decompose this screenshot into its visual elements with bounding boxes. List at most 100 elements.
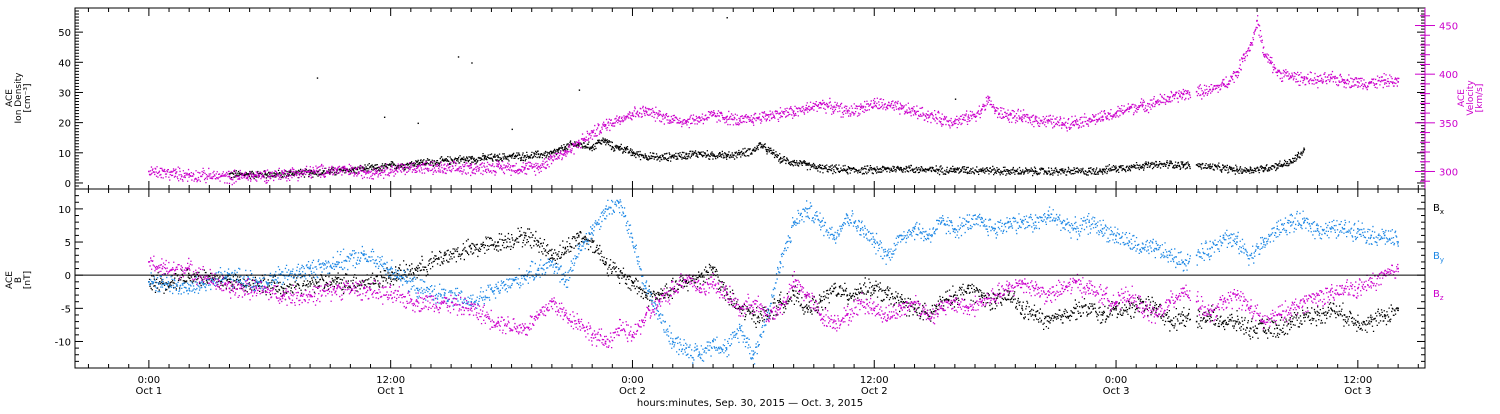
top-series-magenta-point-10 xyxy=(416,165,419,168)
bottom-series-Bx-point-34 xyxy=(792,294,795,296)
top-series-magenta-point-52 xyxy=(1021,116,1023,118)
bottom-series-By-point-59 xyxy=(1128,241,1131,243)
bottom-series-Bx-point-14 xyxy=(524,234,526,237)
top-series-magenta-point-81 xyxy=(1370,81,1373,83)
bottom-series-Bx-point-52 xyxy=(1034,314,1037,316)
bottom-series-Bz-point-64 xyxy=(1195,300,1198,303)
top-series-magenta-point-47 xyxy=(967,116,970,118)
bottom-series-By-point-9 xyxy=(389,267,392,270)
top-series-magenta-point-70 xyxy=(1249,44,1252,46)
bottom-series-Bx-point-41 xyxy=(886,294,889,296)
bottom-series-By-point-2 xyxy=(188,287,190,290)
bottom-series-By-point-40 xyxy=(873,241,876,243)
x-tick-time-3: 12:00 xyxy=(860,375,889,386)
bottom-series-Bz-point-4 xyxy=(255,287,258,290)
legend-Bx-base: B xyxy=(1433,203,1440,214)
top-right-ylabel-line-2: [km/s] xyxy=(1475,84,1485,113)
bottom-series-Bx-point-73 xyxy=(1316,314,1319,316)
bottom-series-Bx-point-5 xyxy=(282,287,285,290)
top-series-magenta-point-65 xyxy=(1195,90,1198,93)
bottom-series-By-point-72 xyxy=(1303,221,1305,223)
bottom-series-By-point-8 xyxy=(363,254,365,257)
top-series-magenta-point-45 xyxy=(940,118,943,120)
bottom-series-Bz-point-61 xyxy=(1155,314,1158,316)
top-panel-right-axis: 300 350 400 450 xyxy=(1415,8,1458,189)
x-tick-day-1: Oct 1 xyxy=(377,386,404,397)
top-series-magenta-point-32 xyxy=(765,114,768,116)
top-series-magenta-point-15 xyxy=(537,165,540,168)
top-series-black-point-5 xyxy=(309,171,311,174)
bottom-series-By-point-21 xyxy=(618,201,620,204)
bottom-series-Bz-point-18 xyxy=(577,320,580,323)
top-series-black-point-36 xyxy=(645,155,647,157)
top-series-black-point-74 xyxy=(1249,168,1252,171)
bottom-series-By-point-26 xyxy=(685,347,687,349)
top-series-magenta-point-77 xyxy=(1316,79,1319,81)
top-series-magenta-point-31 xyxy=(752,117,755,119)
top-series-magenta-point-66 xyxy=(1209,88,1211,91)
bottom-series-Bx-point-70 xyxy=(1276,327,1279,330)
legend-By: By xyxy=(1433,251,1444,264)
bottom-series-By-point-0 xyxy=(148,281,150,283)
bottom-series-Bz-point-13 xyxy=(497,320,499,323)
top-series-magenta-point-71 xyxy=(1256,19,1258,22)
bottom-series-By-point-4 xyxy=(255,281,258,283)
bottom-series-By-point-13 xyxy=(497,287,499,290)
bottom-series-By-point-31 xyxy=(752,353,755,356)
density-outlier xyxy=(417,122,419,125)
top-series-black-point-43 xyxy=(725,155,728,157)
bottom-series-Bx-point-17 xyxy=(564,247,567,250)
bottom-series-By-point-61 xyxy=(1155,247,1158,250)
top-series-black-point-70 xyxy=(1195,164,1198,166)
top-series-magenta-point-68 xyxy=(1236,71,1238,74)
top-series-magenta-point-44 xyxy=(927,114,929,116)
bottom-series-By-point-77 xyxy=(1370,234,1373,237)
bottom-series-Bz-point-0 xyxy=(148,261,150,263)
bottom-series-Bx-point-63 xyxy=(1182,314,1185,316)
bottom-series-By-point-70 xyxy=(1276,227,1279,230)
bottom-series-By-point-79 xyxy=(1397,241,1399,243)
top-series-magenta-point-72 xyxy=(1263,53,1265,56)
density-outlier xyxy=(511,128,513,131)
top-series-black-point-14 xyxy=(416,161,419,163)
bottom-series-By-point-15 xyxy=(537,267,540,270)
top-series-magenta-point-38 xyxy=(846,110,849,112)
top-series-magenta-point-75 xyxy=(1289,75,1292,77)
bottom-series-By-point-24 xyxy=(658,314,661,316)
bottom-series-By-point-25 xyxy=(671,340,674,343)
top-series-magenta-point-61 xyxy=(1142,104,1144,107)
bottom-series-Bx-point-20 xyxy=(604,261,607,263)
bottom-series-Bx-point-76 xyxy=(1357,320,1359,323)
top-left-ylabel-line-0: ACE xyxy=(5,89,15,107)
bottom-series-Bx-point-23 xyxy=(645,294,647,296)
bottom-series-Bx-point-72 xyxy=(1303,314,1305,316)
top-panel-x-ticks xyxy=(87,8,1419,189)
bottom-series-By-point-12 xyxy=(470,300,473,303)
top-series-magenta-point-36 xyxy=(819,102,822,105)
bottom-left-ylabel-line-2: [nT] xyxy=(23,271,33,289)
top-panel-y-tick-label: 0 xyxy=(65,179,71,190)
top-series-black-point-51 xyxy=(806,164,808,166)
bottom-left-ylabel-line-1: B xyxy=(14,277,24,283)
top-series-magenta-point-37 xyxy=(833,106,835,109)
bottom-left-ylabel-line-0: ACE xyxy=(5,271,15,289)
top-series-magenta-point-27 xyxy=(698,117,701,119)
bottom-series-Bz-point-66 xyxy=(1222,300,1225,303)
bottom-series-Bx-point-48 xyxy=(980,294,983,296)
bottom-series-Bx-point-19 xyxy=(591,241,593,243)
bottom-panel-frame xyxy=(74,188,1426,369)
bottom-series-By-point-60 xyxy=(1142,247,1144,250)
bottom-series-Bx-point-40 xyxy=(873,287,876,290)
top-left-ylabel-line-1: Ion Density xyxy=(14,72,24,124)
bottom-series-By-point-17 xyxy=(564,281,567,283)
bottom-series-By-point-20 xyxy=(604,208,607,210)
x-tick-time-5: 12:00 xyxy=(1343,375,1372,386)
top-series-magenta-point-58 xyxy=(1101,116,1104,118)
top-series-black-point-23 xyxy=(537,153,540,156)
top-series-magenta-point-54 xyxy=(1048,120,1050,122)
top-series-magenta-point-64 xyxy=(1182,92,1185,95)
top-series-magenta-point-46 xyxy=(954,120,956,122)
top-series-black-point-0 xyxy=(228,173,231,175)
top-series-magenta-point-5 xyxy=(282,172,285,175)
bottom-series-Bx-point-71 xyxy=(1289,320,1292,323)
